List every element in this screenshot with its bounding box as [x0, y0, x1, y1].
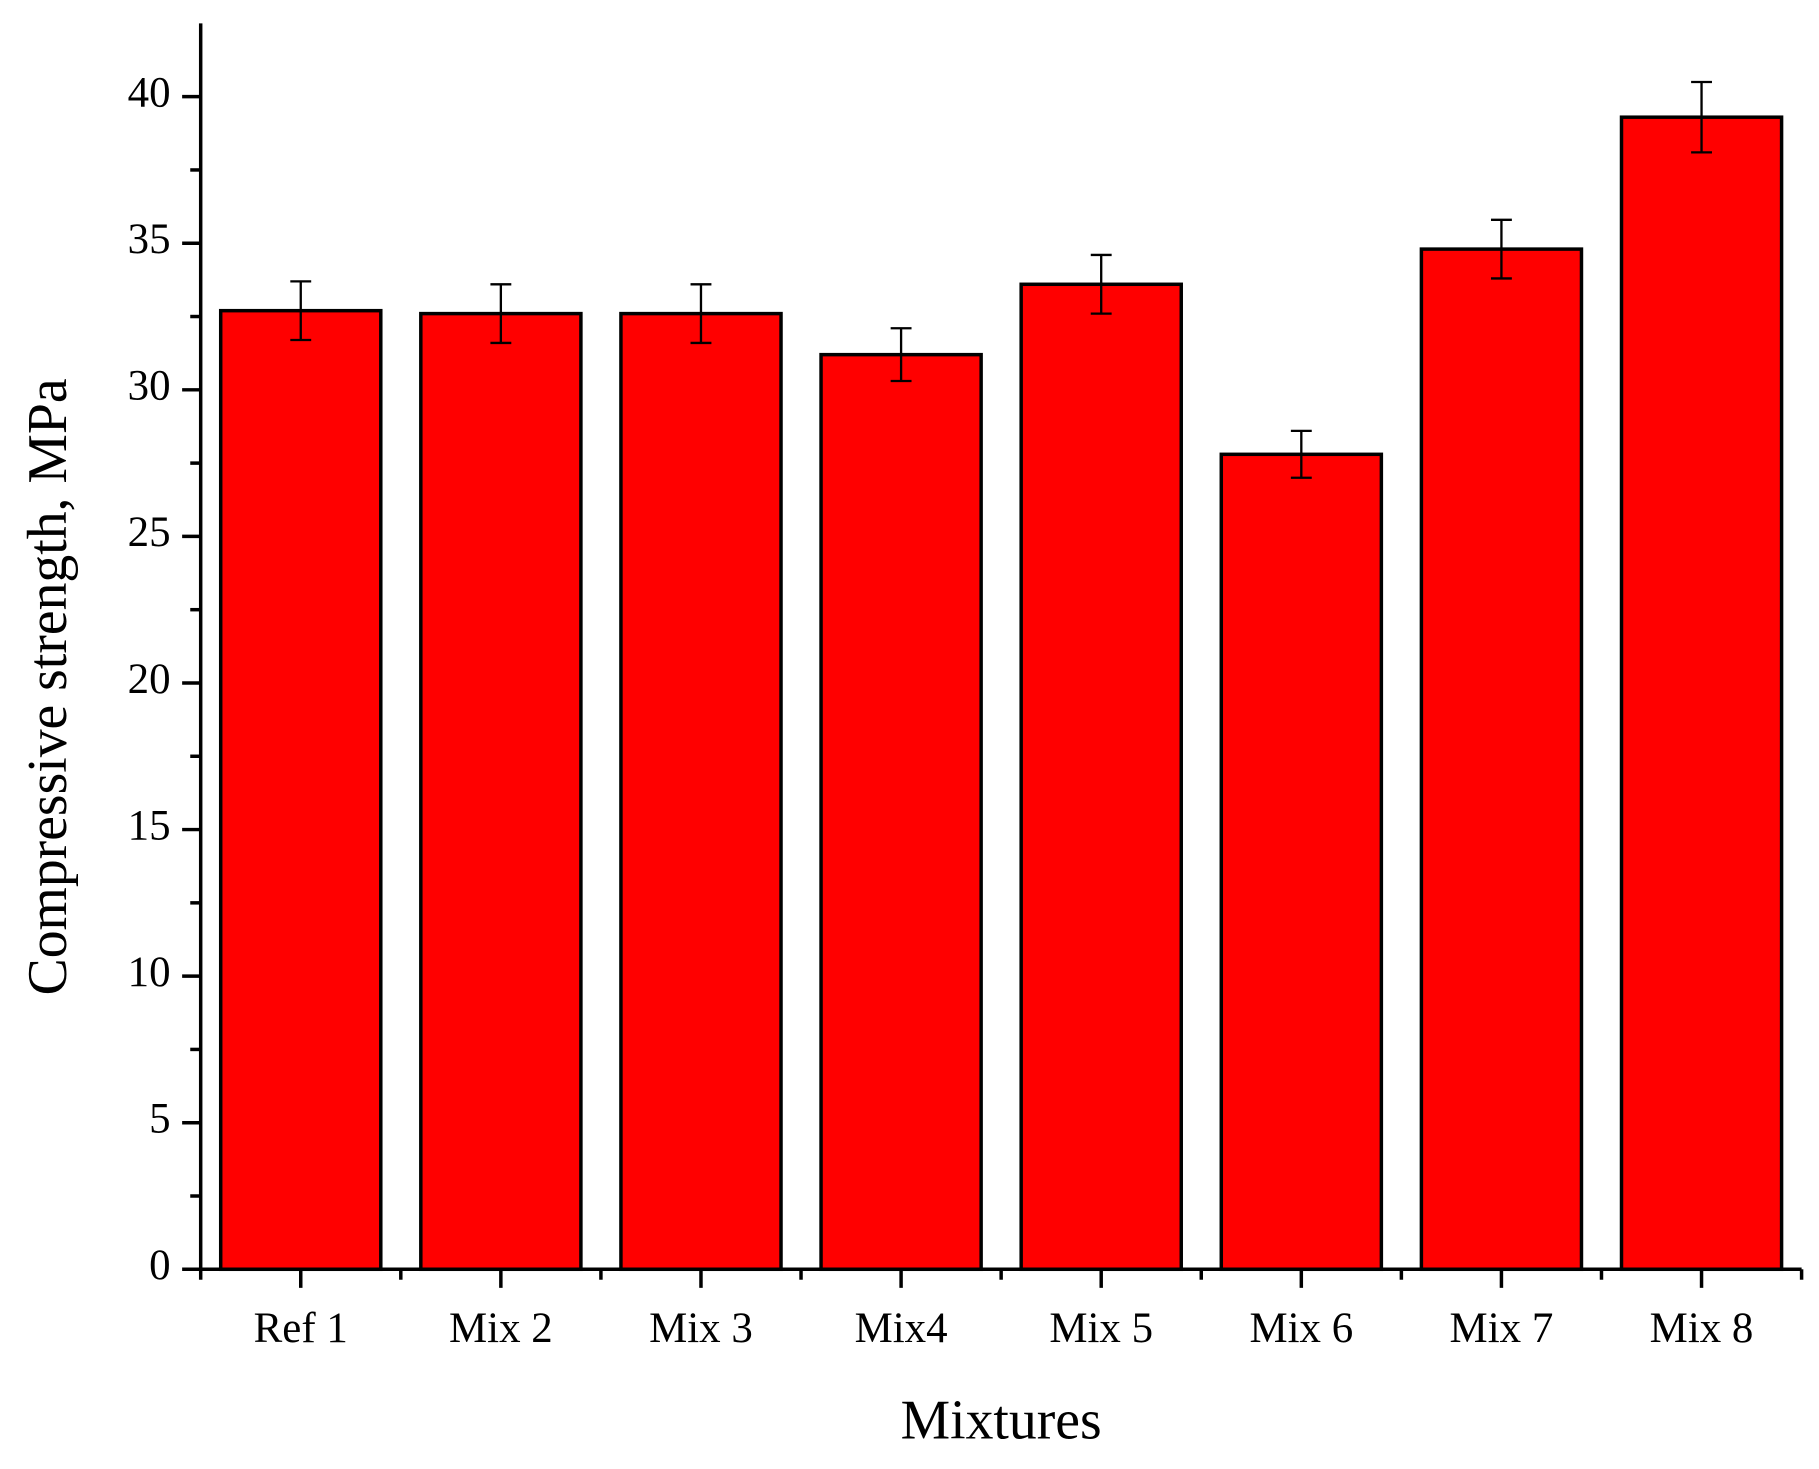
x-tick-label: Mix 6 [1249, 1305, 1353, 1352]
y-tick-label: 15 [128, 802, 171, 849]
y-tick-label: 40 [128, 70, 171, 117]
error-bar [890, 327, 912, 383]
y-tick-label: 30 [128, 363, 171, 410]
x-tick-label: Mix 7 [1450, 1305, 1554, 1352]
y-tick-label: 10 [128, 949, 171, 996]
x-tick-label: Mix4 [855, 1305, 948, 1352]
bar [1019, 282, 1183, 1272]
error-bar [1090, 253, 1112, 315]
y-tick-label: 25 [128, 509, 171, 556]
error-bar [690, 283, 712, 345]
error-bar [1490, 218, 1512, 280]
x-tick-label: Mix 2 [449, 1305, 553, 1352]
bar [419, 311, 583, 1272]
y-tick-label: 35 [128, 216, 171, 263]
error-bar [490, 283, 512, 345]
y-tick-label: 0 [149, 1242, 170, 1289]
bar [1419, 247, 1584, 1272]
bar [1619, 115, 1784, 1272]
x-tick-label: Mix 3 [649, 1305, 753, 1352]
y-tick-label: 20 [128, 656, 171, 703]
x-tick-label: Ref 1 [254, 1305, 348, 1352]
y-tick-label: 5 [149, 1096, 170, 1143]
bar [819, 352, 983, 1272]
bar [1219, 452, 1384, 1272]
error-bar [290, 280, 312, 342]
x-tick-label: Mix 5 [1049, 1305, 1153, 1352]
error-bar [1691, 80, 1712, 154]
x-tick-label: Mix 8 [1650, 1305, 1754, 1352]
bar [218, 308, 383, 1272]
y-axis-title: Compressive strength, MPa [17, 378, 79, 995]
x-axis-title: Mixtures [901, 1390, 1102, 1452]
bar [619, 311, 783, 1272]
error-bar [1290, 429, 1312, 479]
